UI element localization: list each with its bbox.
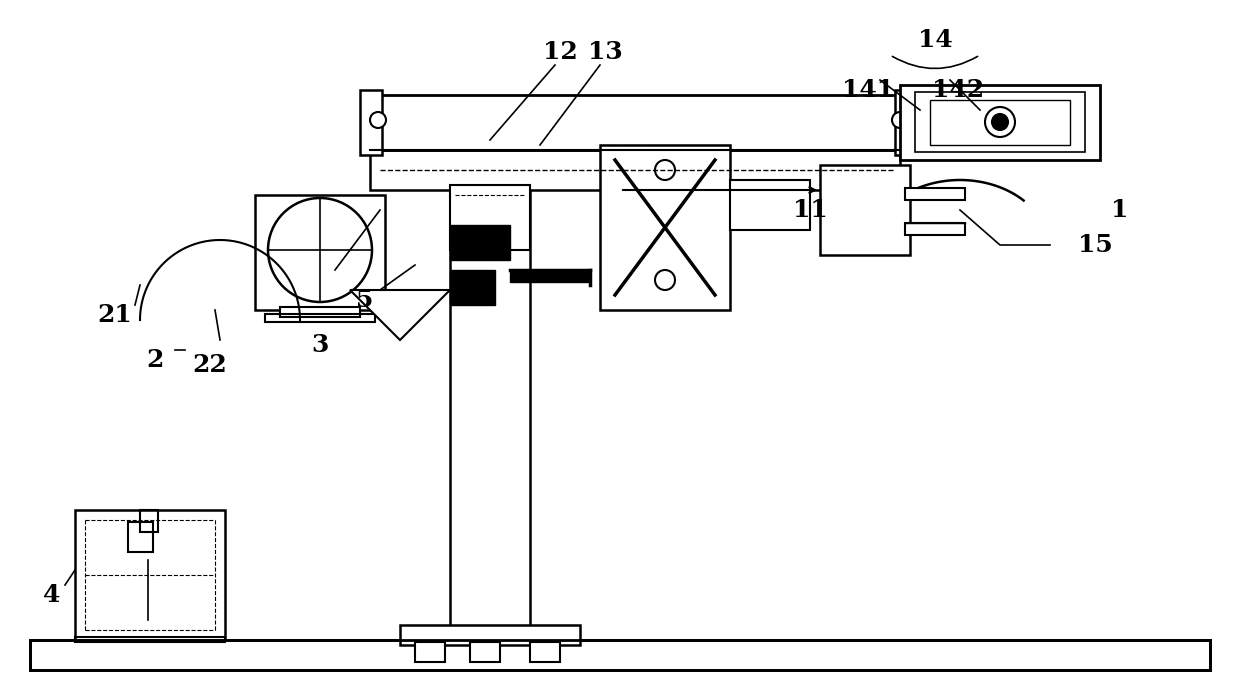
Bar	[900, 85, 1100, 160]
Bar	[915, 92, 1085, 152]
Circle shape	[992, 114, 1008, 130]
Bar	[470, 642, 500, 662]
Bar	[895, 90, 915, 155]
Bar	[360, 90, 382, 155]
Bar	[529, 642, 560, 662]
Circle shape	[985, 107, 1016, 137]
Text: 141: 141	[842, 78, 894, 102]
Bar	[905, 223, 965, 235]
Bar	[905, 188, 965, 200]
Bar	[450, 225, 510, 260]
Text: 2: 2	[146, 348, 164, 372]
Bar	[74, 637, 224, 642]
Text: 3: 3	[311, 333, 329, 357]
Text: 11: 11	[792, 198, 827, 222]
Bar	[255, 195, 384, 310]
Bar	[450, 100, 529, 640]
Text: 13: 13	[588, 40, 622, 64]
Text: 12: 12	[543, 40, 578, 64]
Bar	[730, 180, 810, 230]
Bar	[140, 510, 157, 532]
Bar	[370, 95, 900, 150]
Bar	[930, 100, 1070, 145]
Circle shape	[655, 270, 675, 290]
Bar	[401, 625, 580, 645]
Bar	[820, 165, 910, 255]
Bar	[74, 510, 224, 640]
Bar	[128, 522, 153, 552]
Bar	[370, 150, 900, 190]
Bar	[280, 307, 360, 317]
Text: 5: 5	[356, 288, 373, 312]
Bar	[600, 145, 730, 310]
Text: 1: 1	[1111, 198, 1128, 222]
Bar	[30, 640, 1210, 670]
Bar	[450, 270, 495, 305]
Text: 22: 22	[192, 353, 227, 377]
Circle shape	[268, 198, 372, 302]
Circle shape	[892, 112, 908, 128]
Text: 4: 4	[43, 583, 61, 607]
Bar	[510, 270, 590, 282]
Text: 142: 142	[932, 78, 985, 102]
Bar	[450, 185, 529, 250]
Text: 14: 14	[918, 28, 952, 52]
Text: 15: 15	[1078, 233, 1112, 257]
Bar	[265, 314, 374, 322]
Polygon shape	[350, 290, 450, 340]
Text: 21: 21	[98, 303, 133, 327]
Bar	[415, 642, 445, 662]
Circle shape	[370, 112, 386, 128]
Circle shape	[655, 160, 675, 180]
